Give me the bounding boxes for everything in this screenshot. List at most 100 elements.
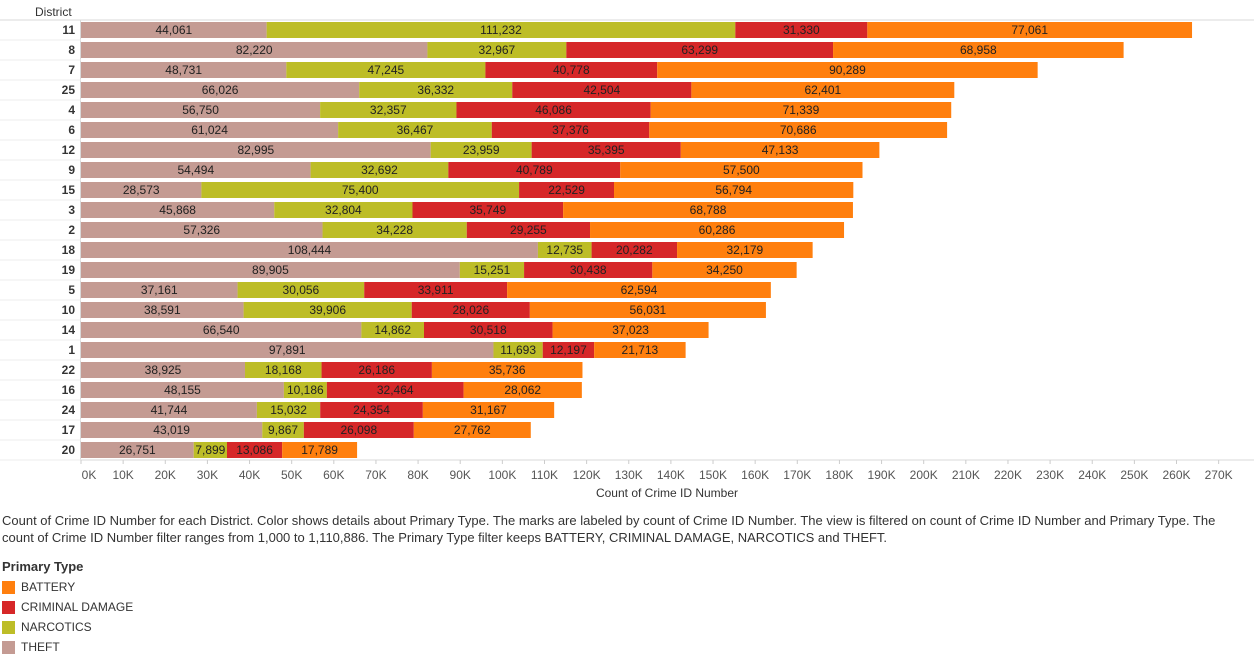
bar-value-label: 31,167: [470, 403, 507, 417]
bar-segment-theft[interactable]: [81, 162, 311, 178]
district-label: 3: [68, 203, 75, 217]
bar-segment-battery[interactable]: [691, 82, 955, 98]
bar-segment-narcotics[interactable]: [243, 302, 412, 318]
bar-segment-criminal-damage[interactable]: [456, 102, 651, 118]
bar-segment-criminal-damage[interactable]: [226, 442, 283, 458]
bar-value-label: 56,031: [630, 303, 667, 317]
bar-segment-criminal-damage[interactable]: [542, 342, 595, 358]
bar-segment-criminal-damage[interactable]: [321, 362, 432, 378]
bar-segment-narcotics[interactable]: [310, 162, 449, 178]
bar-segment-narcotics[interactable]: [361, 322, 424, 338]
bar-segment-narcotics[interactable]: [201, 182, 520, 198]
bar-segment-criminal-damage[interactable]: [519, 182, 615, 198]
bar-segment-criminal-damage[interactable]: [531, 142, 681, 158]
bar-segment-narcotics[interactable]: [537, 242, 592, 258]
bar-segment-battery[interactable]: [650, 102, 952, 118]
bar-segment-narcotics[interactable]: [245, 362, 322, 378]
bar-segment-theft[interactable]: [81, 42, 428, 58]
bar-segment-narcotics[interactable]: [493, 342, 543, 358]
bar-segment-battery[interactable]: [507, 282, 771, 298]
bar-segment-battery[interactable]: [590, 222, 845, 238]
bar-segment-narcotics[interactable]: [322, 222, 467, 238]
bar-segment-theft[interactable]: [81, 62, 287, 78]
bar-segment-theft[interactable]: [81, 122, 339, 138]
bar-segment-criminal-damage[interactable]: [524, 262, 653, 278]
bar-segment-theft[interactable]: [81, 22, 267, 38]
x-tick-label: 160K: [741, 468, 769, 482]
bar-segment-criminal-damage[interactable]: [326, 382, 464, 398]
bar-segment-theft[interactable]: [81, 202, 275, 218]
bar-segment-narcotics[interactable]: [459, 262, 525, 278]
bar-segment-narcotics[interactable]: [262, 422, 304, 438]
bar-segment-battery[interactable]: [867, 22, 1193, 38]
bar-segment-theft[interactable]: [81, 142, 431, 158]
bar-segment-theft[interactable]: [81, 402, 257, 418]
bar-segment-narcotics[interactable]: [256, 402, 321, 418]
bar-segment-narcotics[interactable]: [427, 42, 567, 58]
bar-segment-criminal-damage[interactable]: [491, 122, 650, 138]
bar-segment-battery[interactable]: [422, 402, 555, 418]
bar-segment-narcotics[interactable]: [193, 442, 227, 458]
bar-segment-criminal-damage[interactable]: [320, 402, 423, 418]
bar-segment-battery[interactable]: [657, 62, 1038, 78]
bar-segment-theft[interactable]: [81, 82, 360, 98]
bar-segment-narcotics[interactable]: [283, 382, 327, 398]
bar-segment-criminal-damage[interactable]: [411, 302, 530, 318]
bar-segment-theft[interactable]: [81, 442, 194, 458]
bar-segment-narcotics[interactable]: [359, 82, 513, 98]
bar-segment-theft[interactable]: [81, 102, 321, 118]
bar-segment-narcotics[interactable]: [430, 142, 532, 158]
bar-segment-theft[interactable]: [81, 282, 238, 298]
bar-segment-narcotics[interactable]: [286, 62, 486, 78]
bar-segment-battery[interactable]: [620, 162, 863, 178]
bar-segment-battery[interactable]: [463, 382, 582, 398]
bar-segment-criminal-damage[interactable]: [364, 282, 508, 298]
bar-segment-theft[interactable]: [81, 262, 460, 278]
bar-segment-theft[interactable]: [81, 182, 202, 198]
bar-segment-criminal-damage[interactable]: [735, 22, 868, 38]
bar-segment-criminal-damage[interactable]: [591, 242, 678, 258]
bar-segment-battery[interactable]: [652, 262, 797, 278]
bar-segment-theft[interactable]: [81, 222, 323, 238]
bar-segment-battery[interactable]: [282, 442, 358, 458]
bar-segment-criminal-damage[interactable]: [423, 322, 553, 338]
bar-row-district-3: 3 45,868 32,804 35,749 68,788: [68, 202, 853, 218]
bar-segment-narcotics[interactable]: [320, 102, 457, 118]
bar-segment-narcotics[interactable]: [274, 202, 413, 218]
x-tick-label: 210K: [952, 468, 980, 482]
bar-segment-theft[interactable]: [81, 422, 263, 438]
legend-item-narcotics[interactable]: NARCOTICS: [2, 617, 133, 637]
bar-segment-criminal-damage[interactable]: [466, 222, 591, 238]
bar-segment-theft[interactable]: [81, 302, 244, 318]
bar-segment-battery[interactable]: [680, 142, 880, 158]
bar-segment-battery[interactable]: [413, 422, 531, 438]
bar-segment-battery[interactable]: [529, 302, 766, 318]
bar-value-label: 9,867: [268, 423, 298, 437]
bar-segment-battery[interactable]: [614, 182, 854, 198]
bar-segment-narcotics[interactable]: [237, 282, 365, 298]
bar-segment-battery[interactable]: [552, 322, 709, 338]
bar-segment-battery[interactable]: [431, 362, 583, 378]
bar-segment-criminal-damage[interactable]: [485, 62, 658, 78]
legend-item-criminal-damage[interactable]: CRIMINAL DAMAGE: [2, 597, 133, 617]
bar-segment-theft[interactable]: [81, 362, 246, 378]
bar-segment-battery[interactable]: [833, 42, 1124, 58]
bar-segment-battery[interactable]: [677, 242, 813, 258]
bar-segment-criminal-damage[interactable]: [566, 42, 834, 58]
bar-segment-criminal-damage[interactable]: [412, 202, 564, 218]
bar-segment-battery[interactable]: [563, 202, 853, 218]
bar-value-label: 61,024: [191, 123, 228, 137]
bar-segment-narcotics[interactable]: [338, 122, 492, 138]
bar-segment-criminal-damage[interactable]: [512, 82, 692, 98]
bar-segment-criminal-damage[interactable]: [448, 162, 621, 178]
bar-segment-narcotics[interactable]: [266, 22, 736, 38]
bar-segment-theft[interactable]: [81, 322, 362, 338]
legend-item-battery[interactable]: BATTERY: [2, 577, 133, 597]
bar-segment-criminal-damage[interactable]: [303, 422, 414, 438]
bar-segment-theft[interactable]: [81, 342, 494, 358]
bar-segment-theft[interactable]: [81, 382, 284, 398]
bar-segment-battery[interactable]: [649, 122, 948, 138]
bar-segment-battery[interactable]: [594, 342, 686, 358]
bar-segment-theft[interactable]: [81, 242, 538, 258]
legend-item-theft[interactable]: THEFT: [2, 637, 133, 657]
